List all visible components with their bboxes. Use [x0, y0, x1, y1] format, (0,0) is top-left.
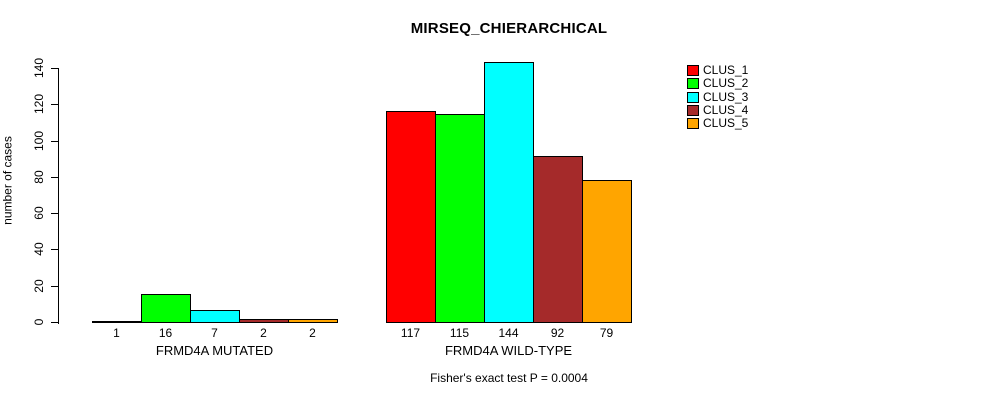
y-tick: [51, 141, 58, 142]
legend-label: CLUS_1: [703, 63, 749, 78]
y-tick-label: 140: [32, 57, 46, 79]
bar-value-label: 115: [449, 326, 470, 340]
y-tick: [51, 213, 58, 214]
legend-swatch-icon: [687, 105, 699, 117]
bar-value-label: 79: [599, 326, 614, 340]
caption-fishers-test: Fisher's exact test P = 0.0004: [430, 371, 588, 385]
legend-row-clus_1: CLUS_1: [687, 64, 748, 77]
x-group-label-mutated: FRMD4A MUTATED: [155, 343, 274, 358]
bar-value-label: 144: [498, 326, 519, 340]
bar-clus_3-group1: [190, 310, 240, 323]
chart-title: MIRSEQ_CHIERARCHICAL: [410, 20, 608, 37]
bar-value-label: 7: [211, 326, 218, 340]
y-tick-label: 40: [32, 242, 46, 256]
legend-swatch-icon: [687, 91, 699, 103]
y-tick-label: 0: [32, 318, 46, 326]
bar-clus_5-group2: [582, 180, 632, 323]
legend-row-clus_3: CLUS_3: [687, 89, 749, 104]
bar-value-label: 2: [260, 326, 267, 340]
y-axis-line: [58, 68, 59, 324]
legend-row-clus_4: CLUS_4: [687, 104, 748, 117]
y-tick: [51, 68, 58, 69]
y-tick: [51, 286, 58, 287]
legend-row-clus_2: CLUS_2: [687, 77, 748, 90]
bar-value-label: 92: [550, 326, 565, 340]
bar-value-label: 16: [158, 326, 173, 340]
legend-label: CLUS_5: [703, 116, 749, 131]
y-tick: [51, 322, 58, 323]
x-group-label-wildtype: FRMD4A WILD-TYPE: [444, 343, 573, 358]
bar-clus_2-group1: [141, 294, 191, 323]
legend-swatch-icon: [687, 78, 699, 90]
bar-clus_3-group2: [484, 62, 534, 323]
y-tick-label: 100: [32, 130, 46, 152]
y-axis-label: number of cases: [0, 136, 15, 225]
bar-clus_2-group2: [435, 114, 485, 323]
legend-label: CLUS_3: [703, 89, 749, 104]
legend-label: CLUS_2: [703, 76, 749, 91]
legend-swatch-icon: [687, 65, 699, 77]
legend-row-clus_5: CLUS_5: [687, 117, 748, 130]
y-tick-label: 120: [32, 93, 46, 115]
bar-clus_4-group2: [533, 156, 583, 323]
bar-value-label: 2: [309, 326, 316, 340]
y-tick: [51, 249, 58, 250]
bar-clus_5-group1: [288, 319, 338, 323]
bar-clus_4-group1: [239, 319, 289, 323]
legend-swatch-icon: [687, 118, 699, 130]
bar-clus_1-group1: [92, 321, 142, 323]
bar-value-label: 117: [400, 326, 421, 340]
y-tick-label: 80: [32, 170, 46, 184]
y-tick: [51, 177, 58, 178]
legend-label: CLUS_4: [703, 103, 749, 118]
legend: CLUS_1 CLUS_2 CLUS_3 CLUS_4 CLUS_5: [687, 64, 748, 130]
bar-value-label: 1: [113, 326, 120, 340]
y-tick-label: 60: [32, 206, 46, 220]
bar-clus_1-group2: [386, 111, 436, 323]
y-tick-label: 20: [32, 279, 46, 293]
y-tick: [51, 104, 58, 105]
